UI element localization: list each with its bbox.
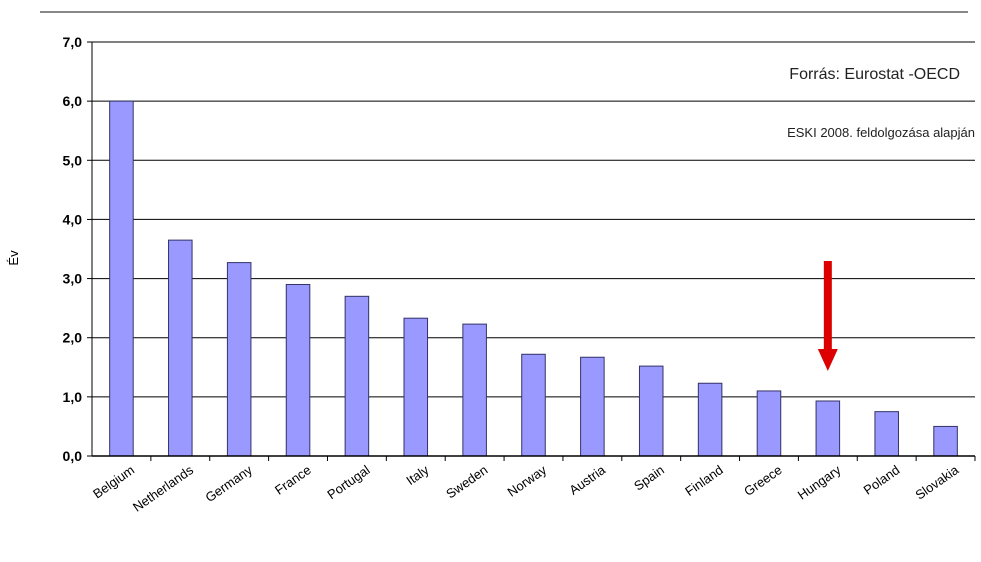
bar-sweden (462, 323, 487, 457)
bar-germany (226, 262, 252, 457)
bar-italy (403, 317, 429, 457)
x-tick-label: France (272, 462, 314, 497)
bar-netherlands (168, 239, 193, 457)
x-tick-label: Austria (566, 462, 608, 498)
bar-poland (874, 411, 899, 457)
y-tick-label: 1,0 (63, 389, 83, 405)
bar-austria (580, 356, 605, 457)
x-tick-label: Spain (631, 462, 667, 493)
x-tick-label: Norway (505, 462, 550, 500)
arrow-head (817, 348, 838, 371)
y-tick-label: 4,0 (63, 211, 83, 227)
x-tick-label: Netherlands (130, 462, 196, 515)
x-tick-label: Poland (861, 462, 903, 498)
x-tick-label: Finland (682, 462, 726, 499)
x-tick-label: Belgium (90, 462, 137, 501)
bar-belgium (109, 100, 134, 457)
bar-slovakia (933, 425, 958, 457)
highlight-arrow (817, 260, 838, 371)
grid-layer (92, 41, 975, 398)
x-tick-label: Sweden (443, 462, 490, 501)
bar-portugal (344, 295, 370, 457)
y-tick-label: 0,0 (63, 448, 83, 464)
x-tick-label: Slovakia (912, 462, 961, 503)
y-tick-label: 2,0 (63, 330, 83, 346)
source-annotation: Forrás: Eurostat -OECD (789, 66, 960, 83)
bar-finland (697, 382, 723, 457)
bar-hungary (815, 400, 841, 457)
x-tick-label: Germany (202, 462, 255, 505)
y-tick-label: 7,0 (63, 34, 83, 50)
bar-greece (756, 390, 782, 457)
bar-france (285, 283, 311, 457)
x-tick-label: Italy (403, 462, 432, 488)
y-tick-label: 5,0 (63, 152, 83, 168)
x-tick-label: Portugal (324, 462, 372, 502)
bar-spain (638, 365, 664, 457)
y-axis-label: Év (6, 250, 21, 266)
processing-annotation: ESKI 2008. feldolgozása alapján (787, 125, 975, 140)
y-tick-label: 3,0 (63, 271, 83, 287)
bar-norway (521, 353, 546, 457)
arrow-shaft (823, 260, 832, 349)
y-tick-label: 6,0 (63, 93, 83, 109)
x-tick-label: Greece (741, 462, 785, 499)
x-tick-label: Hungary (795, 462, 844, 503)
